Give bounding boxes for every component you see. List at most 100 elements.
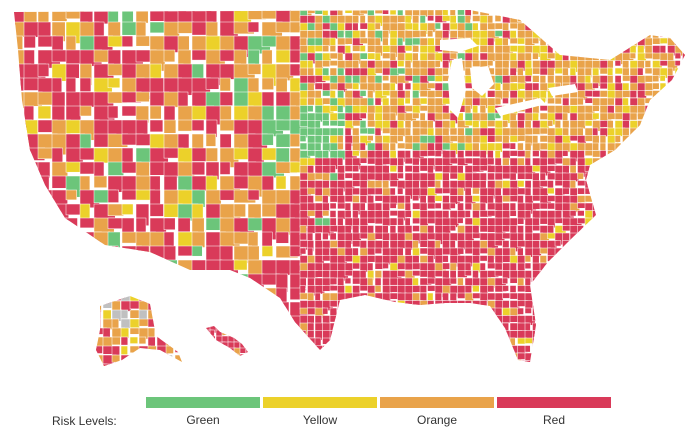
county-us-layer-599[interactable] (502, 90, 510, 100)
county-us-layer-525[interactable] (10, 357, 25, 371)
county-us-layer-526[interactable] (344, 82, 353, 90)
county-us-layer-496[interactable] (191, 329, 204, 341)
county-us-layer-1980[interactable] (329, 292, 339, 302)
county-us-layer-499[interactable] (532, 75, 540, 83)
county-us-layer-75[interactable] (472, 15, 481, 22)
county-us-layer-1557[interactable] (667, 225, 677, 237)
county-us-layer-2037[interactable] (367, 300, 379, 310)
county-us-layer-33[interactable] (177, 21, 194, 34)
county-us-layer-1399[interactable] (652, 202, 663, 210)
county-us-layer-2586[interactable] (585, 376, 594, 385)
county-us-layer-11[interactable] (382, 8, 389, 15)
county-us-layer-928[interactable] (629, 135, 642, 148)
county-us-layer-441[interactable] (10, 301, 23, 314)
county-us-layer-219[interactable] (382, 37, 389, 46)
county-us-layer-986[interactable] (674, 142, 682, 153)
county-us-layer-1951[interactable] (502, 285, 509, 292)
county-us-layer-1754[interactable] (584, 255, 597, 263)
county-us-layer-1460[interactable] (329, 217, 337, 227)
county-us-layer-877[interactable] (637, 127, 644, 135)
county-us-layer-722[interactable] (644, 105, 655, 118)
county-us-layer-1232[interactable] (569, 180, 576, 189)
county-us-layer-1244[interactable] (659, 180, 670, 187)
county-us-layer-515[interactable] (652, 75, 660, 82)
county-us-layer-66[interactable] (404, 15, 412, 24)
county-us-layer-1116[interactable] (479, 165, 488, 172)
county-us-layer-2284[interactable] (659, 330, 672, 342)
county-us-layer-1871[interactable] (682, 270, 695, 278)
county-us-layer-982[interactable] (644, 142, 654, 153)
county-us-layer-459[interactable] (261, 301, 273, 313)
county-hi-layer-9[interactable] (209, 329, 215, 337)
county-us-layer-1380[interactable] (509, 202, 517, 212)
county-us-layer-1917[interactable] (637, 277, 645, 290)
county-us-layer-1886[interactable] (404, 277, 414, 286)
county-us-layer-521[interactable] (247, 343, 261, 362)
county-us-layer-2321[interactable] (547, 337, 556, 349)
county-us-layer-75[interactable] (177, 49, 192, 66)
county-us-layer-2292[interactable] (329, 337, 336, 348)
county-us-layer-1652[interactable] (599, 240, 607, 248)
county-us-layer-2102[interactable] (464, 307, 478, 319)
county-us-layer-827[interactable] (652, 120, 664, 127)
county-us-layer-2217[interactable] (547, 322, 558, 330)
county-us-layer-1034[interactable] (644, 150, 656, 159)
county-us-layer-527[interactable] (352, 82, 360, 90)
county-us-layer-539[interactable] (205, 357, 225, 370)
county-us-layer-2413[interactable] (457, 352, 469, 362)
county-us-layer-2124[interactable] (629, 307, 637, 319)
county-us-layer-1089[interactable] (667, 157, 676, 169)
county-us-layer-1302[interactable] (314, 195, 324, 202)
county-us-layer-2097[interactable] (427, 307, 434, 317)
county-us-layer-1521[interactable] (397, 225, 406, 235)
county-us-layer-1141[interactable] (667, 165, 680, 173)
county-us-layer-1505[interactable] (667, 217, 678, 230)
county-us-layer-2305[interactable] (427, 337, 436, 347)
county-us-layer-2572[interactable] (480, 376, 489, 385)
county-us-layer-1370[interactable] (434, 202, 442, 209)
county-us-layer-304[interactable] (629, 45, 637, 54)
county-us-layer-2098[interactable] (434, 307, 445, 315)
county-us-layer-2246[interactable] (374, 330, 388, 338)
county-us-layer-1465[interactable] (367, 217, 377, 224)
county-us-layer-258[interactable] (93, 175, 108, 188)
county-us-layer-2438[interactable] (644, 352, 656, 363)
county-us-layer-852[interactable] (449, 127, 458, 136)
county-us-layer-1539[interactable] (532, 225, 541, 232)
county-us-layer-196[interactable] (599, 30, 612, 41)
county-us-layer-2191[interactable] (352, 322, 359, 333)
county-us-layer-2378[interactable] (584, 345, 593, 352)
county-us-layer-1195[interactable] (682, 172, 689, 180)
county-us-layer-568[interactable] (659, 82, 667, 94)
county-us-layer-2426[interactable] (554, 352, 563, 360)
county-us-layer-51[interactable] (682, 8, 695, 16)
county-us-layer-2405[interactable] (397, 352, 405, 365)
county-us-layer-1033[interactable] (637, 150, 646, 159)
county-us-layer-410[interactable] (644, 60, 651, 68)
county-us-layer-25[interactable] (487, 8, 500, 14)
county-us-layer-934[interactable] (674, 135, 681, 146)
county-us-layer-191[interactable] (562, 30, 569, 42)
county-us-layer-2384[interactable] (629, 345, 637, 358)
county-us-layer-1260[interactable] (389, 187, 396, 196)
county-us-layer-1600[interactable] (599, 232, 608, 242)
county-us-layer-2575[interactable] (503, 376, 515, 386)
county-us-layer-2319[interactable] (532, 337, 540, 345)
county-us-layer-2228[interactable] (629, 322, 638, 332)
county-us-layer-1037[interactable] (667, 150, 674, 160)
county-ak-layer-28[interactable] (165, 309, 181, 321)
county-us-layer-848[interactable] (419, 127, 428, 136)
county-us-layer-2202[interactable] (434, 322, 444, 333)
county-us-layer-51[interactable] (135, 35, 150, 47)
county-us-layer-2136[interactable] (329, 315, 342, 323)
county-us-layer-773[interactable] (637, 112, 648, 120)
county-us-layer-1777[interactable] (367, 262, 374, 272)
county-us-layer-1080[interactable] (599, 157, 612, 167)
county-us-layer-1503[interactable] (652, 217, 663, 225)
county-us-layer-92[interactable] (599, 15, 610, 25)
county-us-layer-1249[interactable] (307, 187, 316, 195)
county-us-layer-2519[interactable] (473, 368, 478, 378)
county-us-layer-2333[interactable] (637, 337, 645, 349)
county-us-layer-458[interactable] (247, 301, 268, 317)
county-us-layer-1451[interactable] (652, 210, 660, 222)
